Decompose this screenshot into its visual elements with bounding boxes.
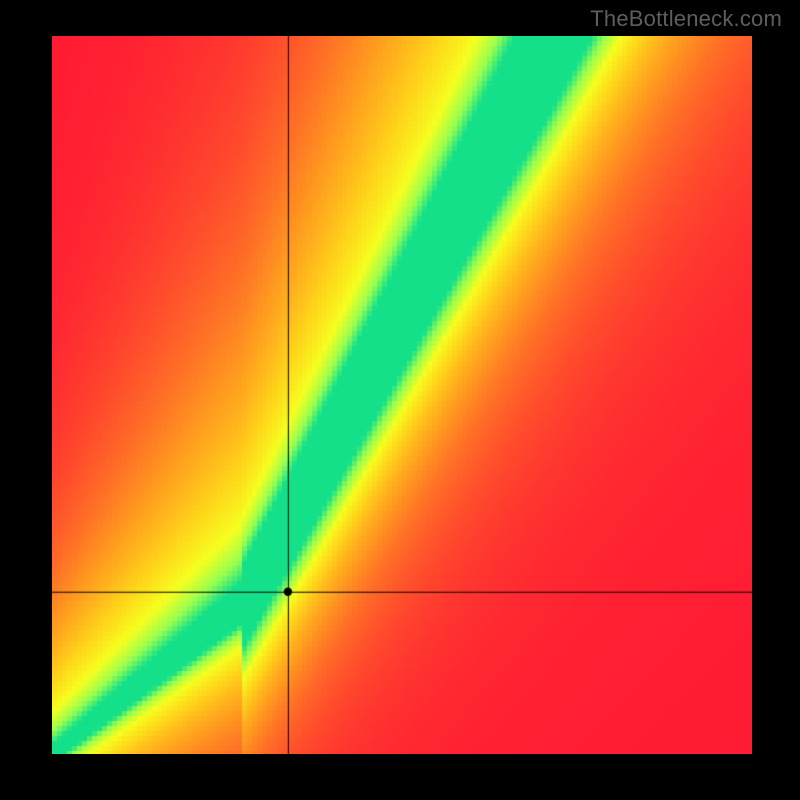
watermark-text: TheBottleneck.com [590, 6, 782, 32]
crosshair-overlay [52, 36, 752, 754]
bottleneck-heatmap [52, 36, 752, 754]
